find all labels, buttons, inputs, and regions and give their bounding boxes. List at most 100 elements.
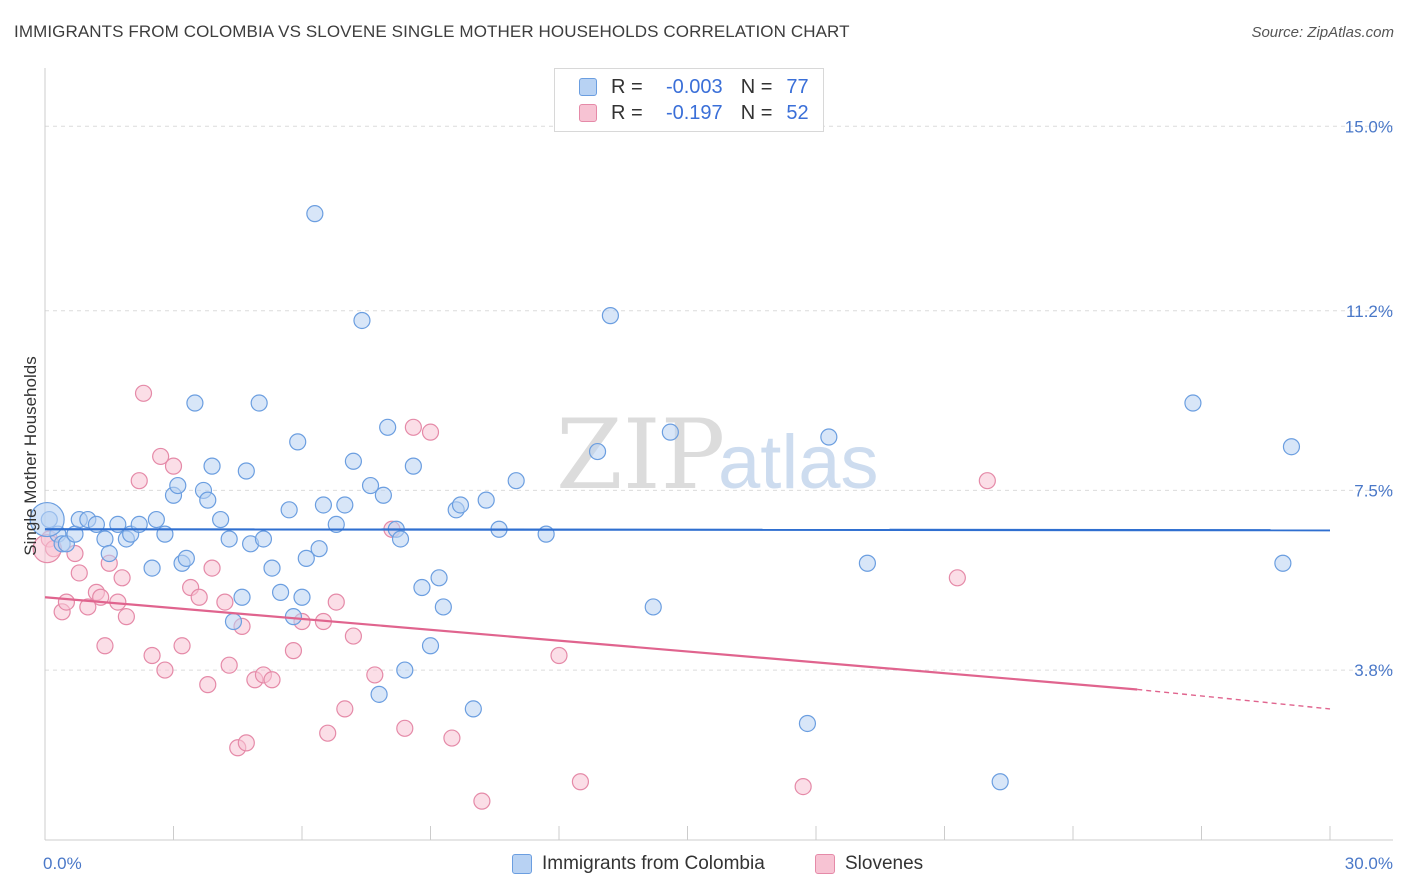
colombia-point bbox=[430, 569, 448, 587]
slovenes-point bbox=[156, 661, 174, 679]
colombia-point bbox=[306, 205, 324, 223]
slovenes-point bbox=[237, 734, 255, 752]
colombia-point bbox=[370, 685, 388, 703]
colombia-point bbox=[1282, 438, 1301, 456]
colombia-point bbox=[421, 637, 440, 655]
colombia-point bbox=[396, 661, 414, 679]
watermark-zip: ZIP bbox=[556, 399, 725, 511]
slovenes-points bbox=[32, 384, 996, 810]
legend-r-value: -0.197 bbox=[665, 101, 723, 124]
colombia-point bbox=[224, 612, 243, 631]
colombia-point bbox=[177, 549, 195, 567]
slovenes-point bbox=[344, 627, 362, 645]
slovenes-point bbox=[190, 588, 208, 606]
colombia-point bbox=[413, 578, 431, 597]
slovenes-point bbox=[366, 666, 384, 684]
correlation-legend: R = -0.003 N = 77 R = -0.197 N = 52 bbox=[554, 68, 824, 132]
colombia-point bbox=[212, 510, 230, 529]
legend-n-label: N = bbox=[740, 101, 773, 124]
legend-n-label: N = bbox=[740, 75, 773, 98]
colombia-point bbox=[220, 530, 238, 548]
colombia-point bbox=[344, 452, 362, 470]
colombia-point bbox=[798, 714, 817, 733]
legend-swatch-colombia bbox=[579, 78, 597, 96]
slovenes-point bbox=[319, 724, 337, 742]
colombia-trend-line bbox=[44, 528, 1331, 532]
axes bbox=[44, 68, 1393, 841]
slovenes-point bbox=[113, 569, 131, 587]
colombia-point bbox=[451, 496, 470, 514]
legend-r-value: -0.003 bbox=[665, 75, 723, 98]
colombia-point bbox=[96, 530, 114, 548]
colombia-point bbox=[293, 588, 311, 606]
colombia-point bbox=[336, 496, 354, 514]
slovenes-point bbox=[96, 637, 114, 655]
slovenes-point bbox=[473, 792, 491, 810]
slovenes-point bbox=[336, 700, 354, 718]
slovenes-point bbox=[263, 671, 281, 689]
colombia-point bbox=[297, 549, 315, 567]
colombia-point bbox=[100, 544, 118, 563]
colombia-point bbox=[263, 559, 281, 577]
slovenes-point bbox=[134, 384, 153, 402]
colombia-point bbox=[280, 501, 298, 519]
legend-r-label: R = bbox=[611, 75, 643, 98]
colombia-point bbox=[404, 457, 422, 475]
legend-swatch-slovenes bbox=[579, 104, 597, 122]
slovenes-point bbox=[978, 472, 996, 490]
colombia-points bbox=[29, 205, 1301, 791]
slovenes-point bbox=[130, 472, 148, 490]
colombia-point bbox=[991, 773, 1009, 791]
colombia-point bbox=[601, 307, 620, 325]
slovenes-point bbox=[143, 646, 161, 665]
colombia-point bbox=[353, 311, 371, 330]
watermark: ZIP atlas bbox=[556, 399, 879, 511]
slovenes-point bbox=[550, 646, 568, 665]
colombia-point bbox=[434, 598, 452, 616]
slovenes-point bbox=[173, 637, 191, 655]
colombia-point bbox=[203, 457, 221, 475]
legend-n-value: 52 bbox=[786, 101, 809, 124]
colombia-point bbox=[314, 496, 333, 514]
colombia-point bbox=[477, 491, 495, 509]
colombia-point bbox=[661, 423, 679, 441]
x-tick-label: 0.0% bbox=[43, 854, 82, 873]
colombia-point bbox=[537, 525, 555, 543]
slovenes-point bbox=[284, 642, 303, 660]
source-label: Source: ZipAtlas.com bbox=[1251, 24, 1394, 41]
slovenes-point bbox=[794, 777, 812, 796]
y-tick-label: 7.5% bbox=[1354, 481, 1393, 500]
colombia-point bbox=[29, 501, 65, 538]
bottom-legend-colombia: Immigrants from Colombia bbox=[512, 852, 765, 876]
colombia-point bbox=[588, 442, 607, 461]
slovenes-point bbox=[164, 457, 183, 475]
slovenes-point bbox=[199, 676, 217, 694]
colombia-point bbox=[250, 394, 268, 412]
slovenes-point bbox=[117, 608, 135, 626]
colombia-point bbox=[644, 598, 662, 616]
bottom-legend-slovenes: Slovenes bbox=[815, 852, 923, 876]
slovenes-point bbox=[443, 729, 461, 747]
legend-row-slovenes: R = -0.197 N = 52 bbox=[579, 101, 809, 125]
colombia-point bbox=[237, 462, 255, 480]
y-axis-label: Single Mother Households bbox=[21, 356, 40, 555]
legend-row-colombia: R = -0.003 N = 77 bbox=[579, 75, 809, 99]
slovenes-point bbox=[203, 559, 221, 577]
slovenes-point bbox=[216, 593, 234, 611]
colombia-point bbox=[289, 433, 307, 451]
slovenes-point bbox=[421, 423, 440, 441]
colombia-point bbox=[143, 559, 161, 577]
colombia-point bbox=[199, 491, 217, 509]
y-tick-label: 11.2% bbox=[1346, 302, 1393, 321]
slovenes-point bbox=[396, 719, 414, 737]
slovenes-point bbox=[79, 598, 97, 616]
bottom-legend-label: Immigrants from Colombia bbox=[542, 853, 765, 874]
colombia-point bbox=[464, 700, 482, 718]
bottom-swatch-slovenes bbox=[815, 854, 835, 874]
colombia-point bbox=[820, 428, 838, 446]
colombia-point bbox=[233, 588, 251, 606]
slovenes-point bbox=[70, 564, 88, 582]
colombia-point bbox=[271, 583, 290, 601]
colombia-point bbox=[858, 554, 877, 572]
